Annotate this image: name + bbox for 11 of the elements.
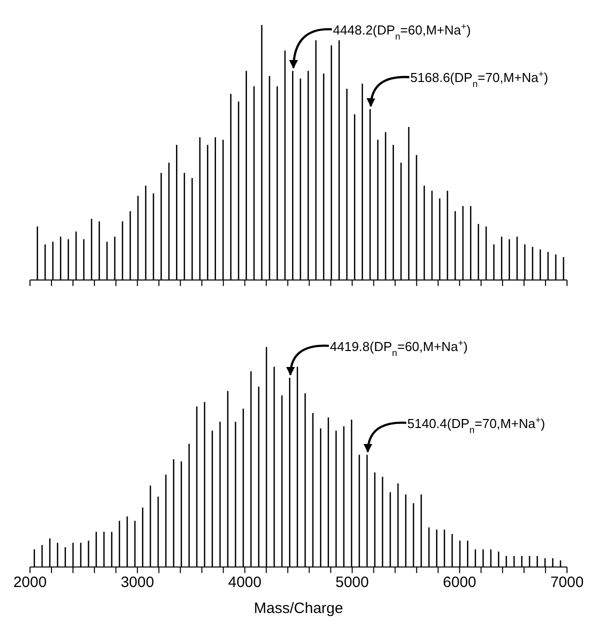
x-tick-label: 7000 (550, 574, 584, 591)
annotation: 4419.8(DP$_{n}$=60,M+Na$^{+}$) (330, 338, 468, 358)
annotation: 5168.6(DP$_{n}$=70,M+Na$^{+}$) (410, 69, 548, 90)
x-tick-label: 6000 (442, 574, 476, 591)
annotation: 4448.2(DP$_{n}$=60,M+Na$^{+}$) (332, 21, 471, 42)
x-tick-label: 4000 (228, 574, 262, 591)
x-axis-title: Mass/Charge (254, 600, 344, 617)
x-tick-label: 2000 (13, 574, 47, 591)
annotation: 5140.4(DP$_{n}$=70,M+Na$^{+}$) (407, 414, 546, 435)
x-tick-label: 3000 (120, 574, 154, 591)
x-tick-label: 5000 (336, 574, 369, 591)
